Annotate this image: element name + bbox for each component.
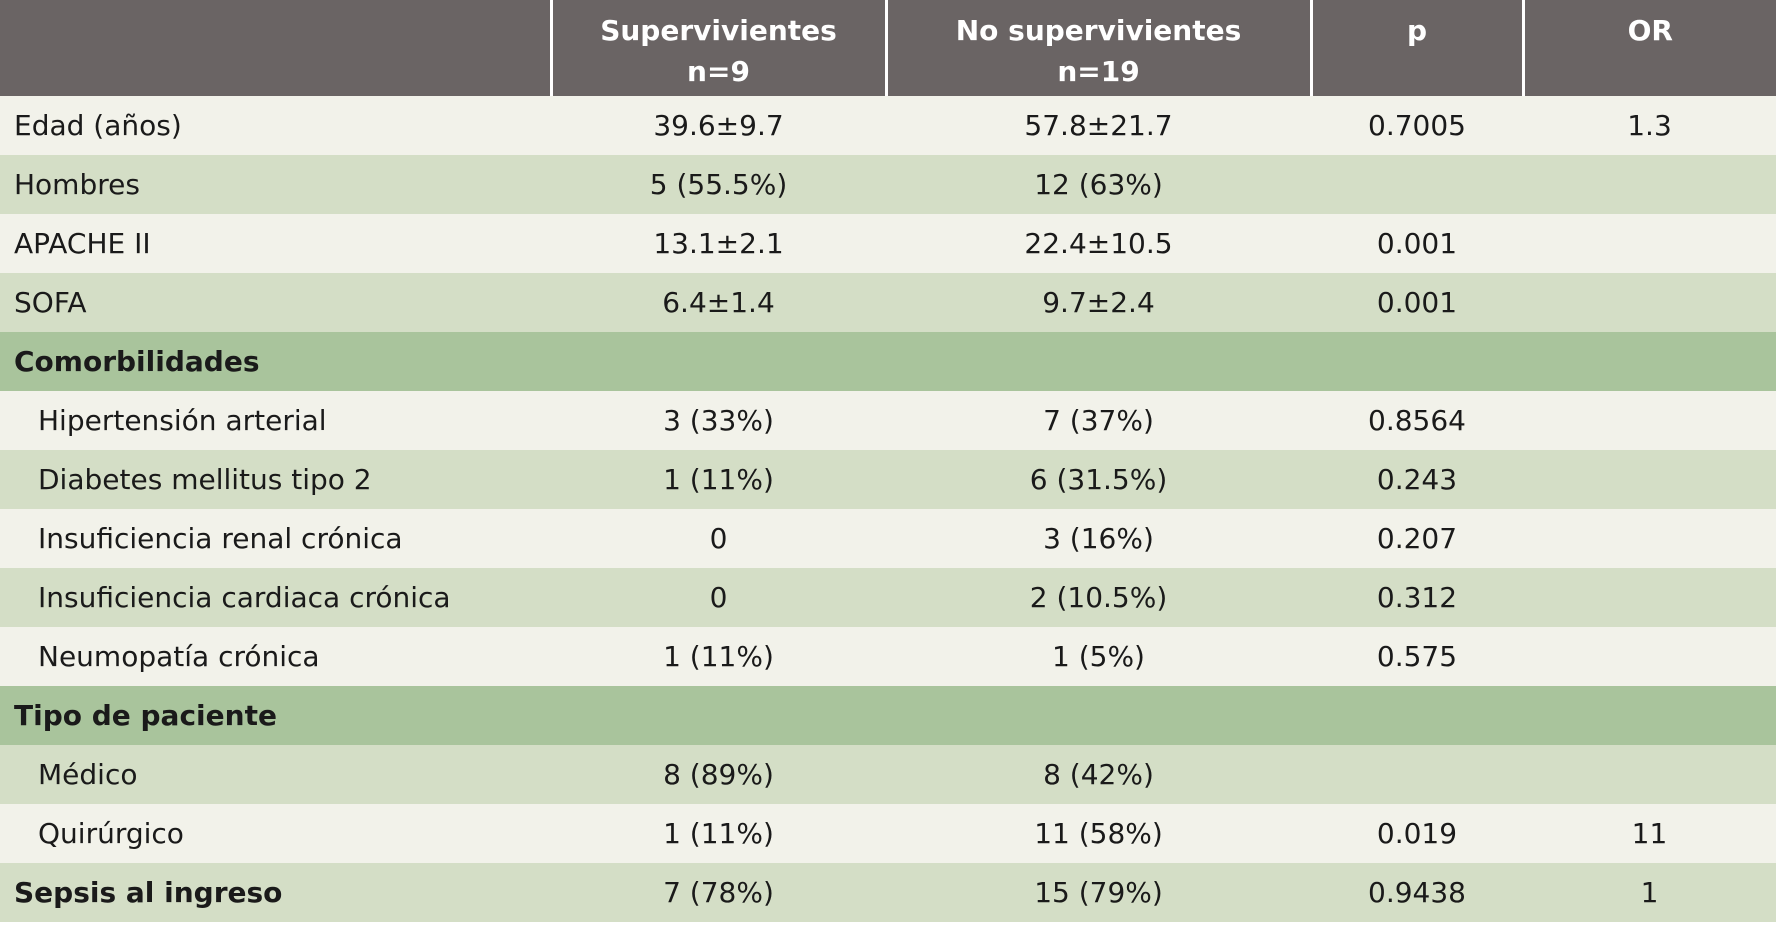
cell-supervivientes: 3 (33%) (551, 391, 886, 450)
cell-p: 0.8564 (1311, 391, 1523, 450)
cell-or (1523, 686, 1776, 745)
cell-or (1523, 509, 1776, 568)
table-row: Neumopatía crónica 1 (11%) 1 (5%) 0.575 (0, 627, 1776, 686)
cell-supervivientes (551, 686, 886, 745)
cell-supervivientes: 7 (78%) (551, 863, 886, 922)
cell-no-supervivientes (886, 686, 1311, 745)
row-label: Diabetes mellitus tipo 2 (0, 450, 551, 509)
cell-no-supervivientes: 3 (16%) (886, 509, 1311, 568)
cell-or (1523, 568, 1776, 627)
header-empty (0, 0, 551, 96)
cell-p: 0.207 (1311, 509, 1523, 568)
cell-or (1523, 450, 1776, 509)
header-or: OR (1521, 0, 1776, 96)
header-p-title: p (1406, 14, 1428, 47)
section-row-comorbilidades: Comorbilidades (0, 332, 1776, 391)
cell-supervivientes: 8 (89%) (551, 745, 886, 804)
cell-no-supervivientes: 15 (79%) (886, 863, 1311, 922)
cell-p (1311, 155, 1523, 214)
cell-p (1311, 745, 1523, 804)
cell-supervivientes: 0 (551, 509, 886, 568)
header-no-supervivientes: No supervivientes n=19 (884, 0, 1311, 96)
cell-supervivientes: 1 (11%) (551, 627, 886, 686)
table-row: APACHE II 13.1±2.1 22.4±10.5 0.001 (0, 214, 1776, 273)
cell-p: 0.312 (1311, 568, 1523, 627)
table-row: Insuficiencia renal crónica 0 3 (16%) 0.… (0, 509, 1776, 568)
row-label: Edad (años) (0, 96, 551, 155)
cell-or (1523, 214, 1776, 273)
cell-p: 0.9438 (1311, 863, 1523, 922)
cell-supervivientes: 39.6±9.7 (551, 96, 886, 155)
table-header: Supervivientes n=9 No supervivientes n=1… (0, 0, 1776, 96)
row-label: SOFA (0, 273, 551, 332)
header-supervivientes-n: n=9 (687, 55, 750, 88)
cell-p (1311, 686, 1523, 745)
cell-or (1523, 627, 1776, 686)
cell-p: 0.243 (1311, 450, 1523, 509)
header-no-supervivientes-n: n=19 (1057, 55, 1140, 88)
cell-or: 1.3 (1523, 96, 1776, 155)
cell-no-supervivientes: 2 (10.5%) (886, 568, 1311, 627)
table-body: Edad (años) 39.6±9.7 57.8±21.7 0.7005 1.… (0, 96, 1776, 922)
cell-p (1311, 332, 1523, 391)
cell-p: 0.575 (1311, 627, 1523, 686)
row-label: Insuficiencia cardiaca crónica (0, 568, 551, 627)
cell-no-supervivientes: 6 (31.5%) (886, 450, 1311, 509)
cell-no-supervivientes: 22.4±10.5 (886, 214, 1311, 273)
cell-no-supervivientes: 12 (63%) (886, 155, 1311, 214)
cell-or: 11 (1523, 804, 1776, 863)
header-p: p (1309, 0, 1523, 96)
header-row: Supervivientes n=9 No supervivientes n=1… (0, 0, 1776, 96)
header-supervivientes: Supervivientes n=9 (549, 0, 886, 96)
table-row: Sepsis al ingreso 7 (78%) 15 (79%) 0.943… (0, 863, 1776, 922)
header-or-title: OR (1627, 14, 1673, 47)
cell-or: 1 (1523, 863, 1776, 922)
header-supervivientes-title: Supervivientes (600, 14, 837, 47)
section-row-tipo-de-paciente: Tipo de paciente (0, 686, 1776, 745)
row-label: Sepsis al ingreso (0, 863, 551, 922)
cell-or (1523, 332, 1776, 391)
cell-supervivientes: 6.4±1.4 (551, 273, 886, 332)
cell-p: 0.7005 (1311, 96, 1523, 155)
row-label: Hipertensión arterial (0, 391, 551, 450)
cell-or (1523, 391, 1776, 450)
cell-or (1523, 155, 1776, 214)
table-row: Edad (años) 39.6±9.7 57.8±21.7 0.7005 1.… (0, 96, 1776, 155)
cell-no-supervivientes: 8 (42%) (886, 745, 1311, 804)
section-label: Tipo de paciente (0, 686, 551, 745)
cell-or (1523, 273, 1776, 332)
row-label: Quirúrgico (0, 804, 551, 863)
table-row: Médico 8 (89%) 8 (42%) (0, 745, 1776, 804)
cell-p: 0.001 (1311, 214, 1523, 273)
table-row: SOFA 6.4±1.4 9.7±2.4 0.001 (0, 273, 1776, 332)
cell-supervivientes: 0 (551, 568, 886, 627)
cell-no-supervivientes: 1 (5%) (886, 627, 1311, 686)
cell-p: 0.019 (1311, 804, 1523, 863)
cell-no-supervivientes: 57.8±21.7 (886, 96, 1311, 155)
cell-supervivientes: 5 (55.5%) (551, 155, 886, 214)
table-row: Hombres 5 (55.5%) 12 (63%) (0, 155, 1776, 214)
table-row: Diabetes mellitus tipo 2 1 (11%) 6 (31.5… (0, 450, 1776, 509)
cell-no-supervivientes (886, 332, 1311, 391)
row-label: APACHE II (0, 214, 551, 273)
cell-supervivientes: 13.1±2.1 (551, 214, 886, 273)
section-label: Comorbilidades (0, 332, 551, 391)
cell-supervivientes: 1 (11%) (551, 450, 886, 509)
cell-or (1523, 745, 1776, 804)
table-row: Hipertensión arterial 3 (33%) 7 (37%) 0.… (0, 391, 1776, 450)
row-label: Neumopatía crónica (0, 627, 551, 686)
cell-supervivientes (551, 332, 886, 391)
table-row: Insuficiencia cardiaca crónica 0 2 (10.5… (0, 568, 1776, 627)
table-row: Quirúrgico 1 (11%) 11 (58%) 0.019 11 (0, 804, 1776, 863)
cell-no-supervivientes: 7 (37%) (886, 391, 1311, 450)
header-no-supervivientes-title: No supervivientes (955, 14, 1242, 47)
cell-supervivientes: 1 (11%) (551, 804, 886, 863)
cell-p: 0.001 (1311, 273, 1523, 332)
row-label: Hombres (0, 155, 551, 214)
row-label: Médico (0, 745, 551, 804)
row-label: Insuficiencia renal crónica (0, 509, 551, 568)
cell-no-supervivientes: 11 (58%) (886, 804, 1311, 863)
cell-no-supervivientes: 9.7±2.4 (886, 273, 1311, 332)
